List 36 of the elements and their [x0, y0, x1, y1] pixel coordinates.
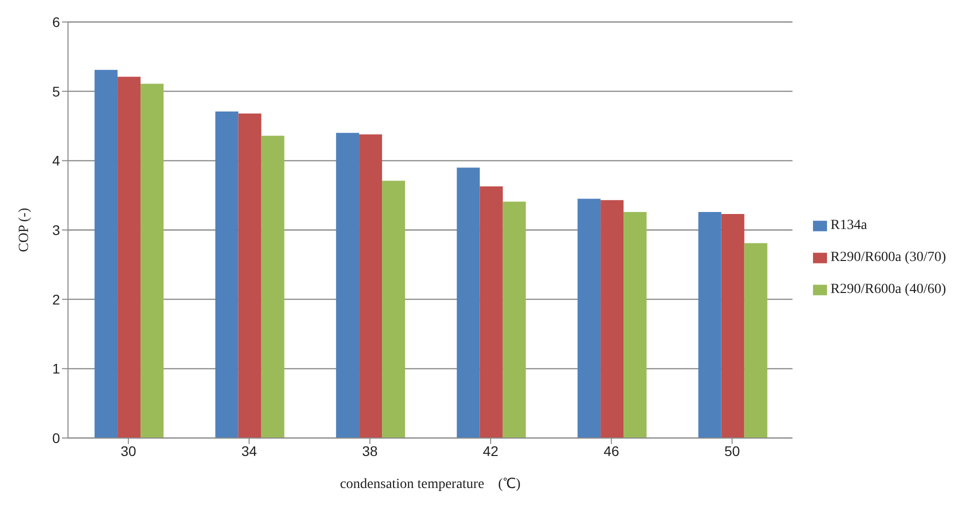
x-tick-label: 46	[604, 442, 620, 459]
bar	[600, 200, 624, 438]
y-tick-label: 4	[52, 152, 60, 169]
legend-label: R290/R600a (30/70)	[830, 250, 946, 265]
bar	[359, 134, 382, 438]
bar	[698, 212, 722, 438]
y-tick-label: 6	[52, 14, 60, 30]
bar	[624, 212, 647, 438]
legend-label: R134a	[830, 218, 868, 233]
x-tick-label: 34	[241, 442, 258, 459]
y-tick-label: 0	[52, 430, 60, 446]
bar	[480, 186, 503, 438]
bar	[578, 198, 601, 438]
x-axis-title: condensation temperature (℃)	[340, 477, 521, 492]
x-tick-label: 38	[362, 442, 378, 459]
y-tick-label: 1	[52, 360, 60, 377]
x-tick-label: 30	[120, 442, 136, 459]
bar	[502, 202, 526, 438]
x-tick-label: 42	[482, 442, 499, 459]
x-tick-label: 50	[724, 442, 740, 459]
y-tick-label: 3	[52, 222, 60, 238]
bar	[744, 243, 768, 438]
bar	[94, 70, 118, 438]
y-tick-label: 2	[52, 291, 60, 308]
bar	[336, 132, 360, 438]
bar	[140, 84, 164, 438]
y-axis-title: COP (-)	[16, 208, 32, 252]
bar	[261, 136, 284, 438]
bar	[215, 111, 238, 438]
bar	[721, 214, 744, 438]
y-tick-label: 5	[52, 83, 60, 100]
bar	[118, 76, 141, 438]
bar	[238, 114, 262, 438]
bar	[456, 168, 480, 438]
legend-label: R290/R600a (40/60)	[830, 282, 946, 297]
bar	[382, 180, 406, 438]
